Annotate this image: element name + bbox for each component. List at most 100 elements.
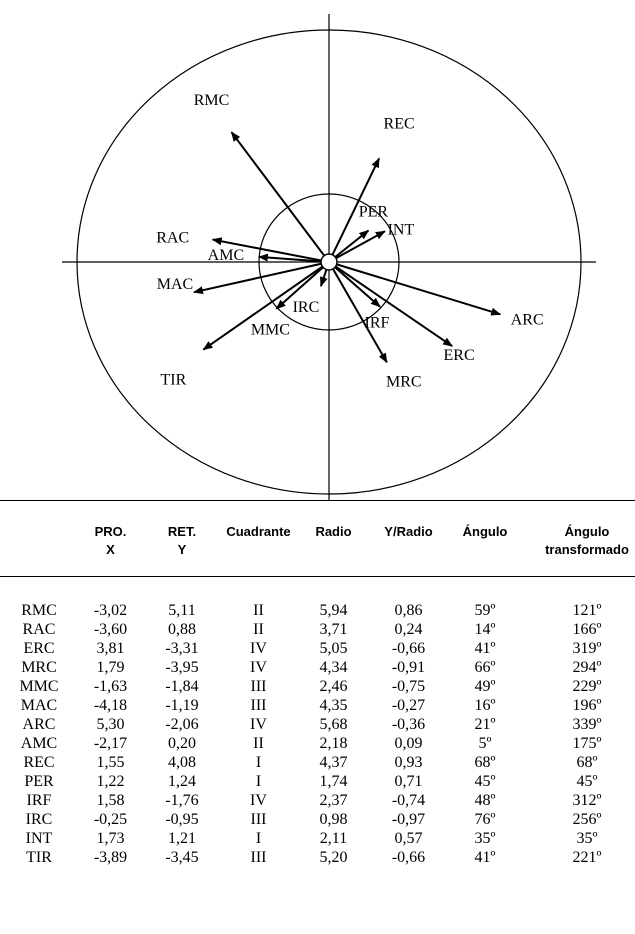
table-cell: 121º [572, 602, 602, 619]
row-label: PER [24, 773, 54, 790]
table-cell: -1,19 [165, 697, 199, 714]
column-header-line2: transformado [545, 542, 629, 557]
table-cell: 68º [474, 754, 496, 771]
table-cell: 5º [478, 735, 492, 752]
table-cell: 196º [572, 697, 602, 714]
table-cell: 1,55 [96, 754, 125, 771]
table-cell: IV [250, 716, 267, 733]
table-cell: -0,95 [165, 811, 199, 828]
table-cell: -4,18 [93, 697, 128, 714]
table-cell: 1,58 [96, 792, 125, 809]
table-cell: 41º [474, 640, 496, 657]
table-cell: -3,31 [165, 640, 199, 657]
vector-label-irc: IRC [293, 299, 320, 316]
table-cell: 1,24 [168, 773, 196, 790]
table-row: ARC 5,30 -2,06 IV 5,68 -0,36 21º 339º [0, 715, 635, 734]
table-cell: 66º [474, 659, 496, 676]
column-header-5: Y/Radio [371, 500, 446, 577]
table-cell: 5,20 [319, 849, 348, 866]
row-label: ERC [23, 640, 55, 657]
vector-label-rec: REC [384, 115, 415, 132]
table-header-row: PRO. X RET. Y Cuadrante Radio Y/Radio Ángulo Áng… [0, 500, 635, 577]
table-row: MMC -1,63 -1,84 III 2,46 -0,75 49º 229º [0, 677, 635, 696]
table-cell: 16º [474, 697, 496, 714]
table-cell: 0,86 [394, 602, 423, 619]
table-cell: 5,94 [319, 602, 348, 619]
vector-int [328, 230, 386, 263]
table-cell: III [250, 849, 267, 866]
table-cell: 41º [474, 849, 496, 866]
table-cell: -3,89 [93, 849, 128, 866]
row-label: IRC [25, 811, 53, 828]
vector-labels: RMC RAC ERC MRC MMC MAC ARC AMC REC PER IRF IRC INT T… [156, 92, 543, 390]
table-cell: 45º [474, 773, 496, 790]
table-cell: IV [250, 792, 267, 809]
table-cell: 5,05 [319, 640, 348, 657]
table-cell: -1,84 [165, 678, 199, 695]
vector-rac [211, 237, 330, 263]
table-cell: 1,79 [96, 659, 125, 676]
table-cell: 3,71 [319, 621, 348, 638]
table-cell: 221º [572, 849, 602, 866]
row-label: ARC [22, 716, 56, 733]
vector-label-irf: IRF [365, 315, 390, 332]
table-cell: 14º [474, 621, 496, 638]
table-cell: 4,34 [319, 659, 348, 676]
table-cell: 0,93 [394, 754, 423, 771]
table-cell: 68º [576, 754, 598, 771]
table-cell: IV [250, 640, 267, 657]
row-label: TIR [26, 849, 52, 866]
column-header-line1: Y/Radio [384, 524, 433, 539]
table-cell: 5,68 [319, 716, 348, 733]
vector-label-mmc: MMC [251, 322, 290, 339]
origin-point [320, 253, 338, 271]
vector-label-rac: RAC [156, 230, 189, 247]
vector-label-per: PER [359, 204, 389, 221]
table-cell: III [250, 678, 267, 695]
row-label: MMC [19, 678, 59, 695]
row-label: INT [25, 830, 53, 847]
data-table-container: PRO. X RET. Y Cuadrante Radio Y/Radio Ángulo Áng… [0, 500, 635, 867]
table-cell: 312º [572, 792, 602, 809]
table-cell: 294º [572, 659, 602, 676]
table-cell: 0,71 [394, 773, 423, 790]
table-cell: 2,37 [319, 792, 348, 809]
table-cell: -0,25 [93, 811, 128, 828]
column-header-line1: Ángulo [564, 524, 610, 539]
table-row: MAC -4,18 -1,19 III 4,35 -0,27 16º 196º [0, 696, 635, 715]
row-label: MRC [21, 659, 57, 676]
table-cell: 4,35 [319, 697, 348, 714]
vector-label-arc: ARC [511, 311, 544, 328]
table-cell: 2,11 [319, 830, 348, 847]
column-header-7: Ángulo transformado [524, 500, 635, 577]
table-cell: 48º [474, 792, 496, 809]
column-header-6: Ángulo [446, 500, 524, 577]
table-cell: -1,76 [165, 792, 199, 809]
table-cell: 0,20 [168, 735, 196, 752]
table-cell: 0,88 [168, 621, 196, 638]
table-cell: I [255, 830, 262, 847]
vector-diagram: RMC RAC ERC MRC MMC MAC ARC AMC REC PER IRF IRC INT T… [62, 14, 596, 500]
table-cell: II [253, 735, 264, 752]
table-cell: 0,98 [319, 811, 348, 828]
row-label: REC [23, 754, 55, 771]
table-cell: 319º [572, 640, 602, 657]
inner-circle [258, 193, 400, 331]
vector-rec [328, 157, 381, 263]
vector-tir [202, 261, 330, 351]
table-row: IRC -0,25 -0,95 III 0,98 -0,97 76º 256º [0, 810, 635, 829]
table-cell: III [250, 697, 267, 714]
table-cell: 1,74 [319, 773, 348, 790]
table-cell: II [253, 602, 264, 619]
column-header-0 [0, 500, 78, 577]
vector-label-mrc: MRC [386, 373, 422, 390]
vector-mrc [328, 261, 388, 364]
table-cell: 0,09 [394, 735, 423, 752]
column-header-3: Cuadrante [221, 500, 296, 577]
table-cell: -0,74 [391, 792, 426, 809]
table-cell: -0,27 [391, 697, 426, 714]
column-header-line1: RET. [167, 524, 197, 539]
vector-label-int: INT [388, 221, 415, 238]
column-header-line1: Ángulo [462, 524, 508, 539]
table-row: IRF 1,58 -1,76 IV 2,37 -0,74 48º 312º [0, 791, 635, 810]
